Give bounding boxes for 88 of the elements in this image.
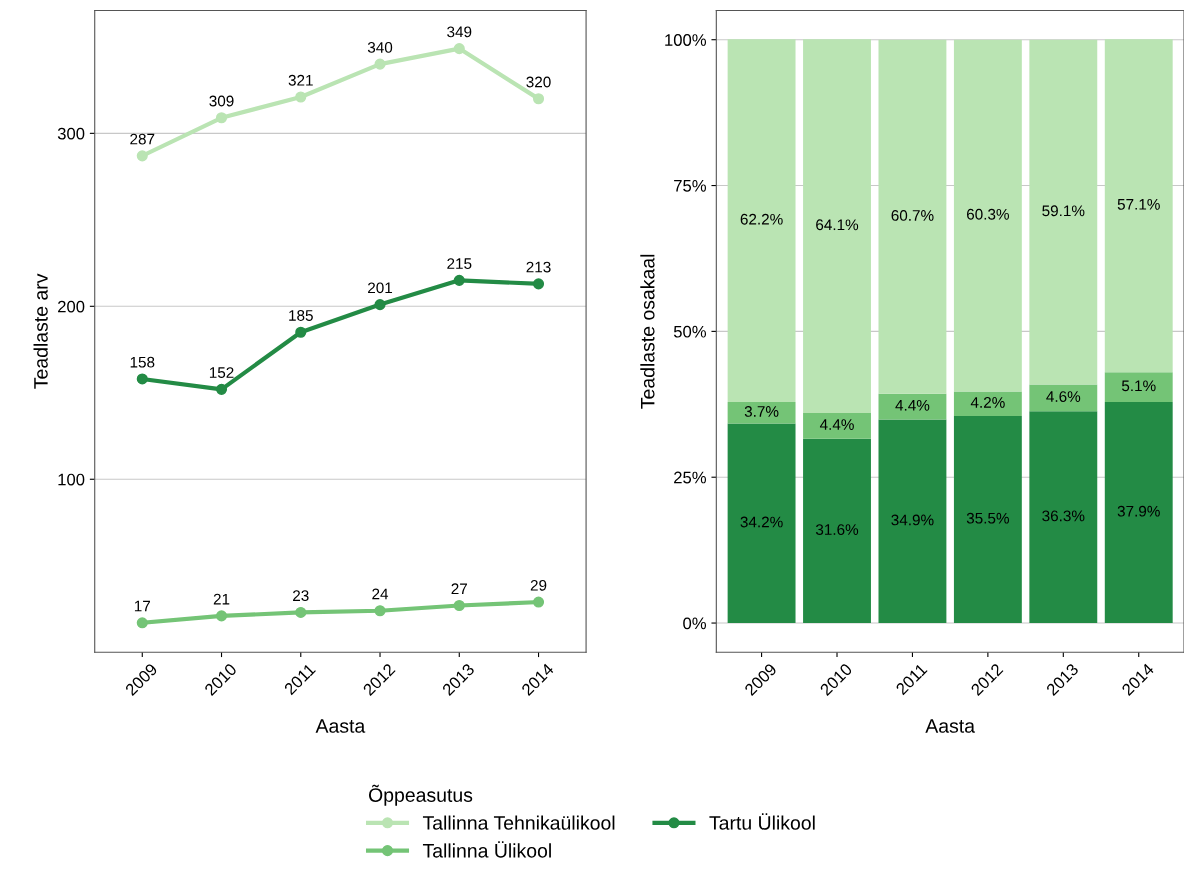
y-tick-label: 75%	[674, 180, 707, 192]
point	[374, 58, 386, 70]
legend-label: Tartu Ülikool	[709, 813, 815, 830]
data-label: 309	[209, 95, 234, 107]
y-axis-title: Teadlaste arv	[33, 273, 48, 389]
bar	[1029, 39, 1098, 385]
data-label: 60.3%	[966, 208, 1009, 220]
data-label: 287	[130, 133, 155, 145]
data-label: 320	[526, 76, 551, 88]
data-label: 24	[372, 588, 389, 600]
y-tick-label: 100	[58, 473, 85, 486]
y-axis-title: Teadlaste osakaal	[640, 254, 655, 409]
data-label: 321	[288, 74, 313, 86]
data-label: 60.7%	[891, 210, 934, 221]
bar	[803, 39, 871, 414]
point	[532, 596, 545, 608]
data-label: 29	[530, 579, 547, 591]
point	[136, 150, 148, 162]
y-tick-label: 200	[58, 300, 85, 313]
data-label: 340	[367, 41, 393, 53]
data-label: 4.4%	[895, 399, 930, 411]
data-label: 36.3%	[1042, 510, 1085, 522]
data-label: 31.6%	[815, 524, 859, 535]
legend-title: Õppeasutus	[368, 784, 473, 806]
y-tick-label: 100%	[665, 34, 707, 46]
data-label: 152	[209, 367, 234, 378]
data-label: 5.1%	[1121, 380, 1156, 392]
point	[374, 605, 386, 617]
data-label: 349	[447, 26, 472, 38]
y-tick-label: 0%	[683, 617, 707, 630]
data-label: 215	[447, 258, 472, 270]
bar	[953, 391, 1022, 416]
point	[295, 606, 307, 618]
data-label: 34.2%	[740, 516, 783, 528]
point	[215, 112, 228, 124]
data-label: 17	[134, 600, 150, 612]
legend-label: Tallinna Tehnikaülikool	[422, 815, 615, 830]
bar	[727, 401, 796, 424]
data-label: 64.1%	[816, 219, 859, 231]
point	[215, 383, 228, 395]
x-axis-title: Aasta	[925, 719, 976, 733]
legend-label: Tallinna Ülikool	[422, 841, 551, 858]
point	[295, 91, 307, 103]
bar	[727, 39, 796, 402]
bar	[1029, 384, 1098, 412]
point	[453, 43, 465, 55]
bar	[878, 419, 947, 624]
bar	[1104, 39, 1173, 373]
bar	[1104, 401, 1173, 624]
data-label: 37.9%	[1117, 505, 1160, 517]
bar	[878, 39, 947, 394]
point	[215, 610, 228, 622]
bar	[803, 413, 871, 439]
data-label: 158	[130, 356, 155, 368]
point	[532, 93, 545, 105]
data-label: 27	[451, 583, 468, 595]
data-label: 35.5%	[966, 512, 1009, 524]
data-label: 4.4%	[819, 419, 854, 430]
point	[453, 599, 465, 612]
data-label: 213	[526, 261, 551, 273]
data-label: 4.2%	[970, 397, 1005, 408]
y-tick-label: 25%	[674, 471, 707, 484]
data-label: 21	[213, 593, 230, 605]
y-tick-label: 300	[57, 127, 85, 140]
data-label: 23	[293, 590, 309, 602]
x-axis-title: Aasta	[315, 719, 366, 733]
bar	[953, 39, 1022, 392]
bar	[1104, 372, 1173, 402]
data-label: 59.1%	[1042, 205, 1085, 217]
point	[453, 274, 465, 286]
point	[136, 373, 148, 385]
data-label: 4.6%	[1046, 391, 1081, 402]
point	[374, 299, 386, 311]
point	[532, 278, 545, 290]
bar	[953, 415, 1022, 624]
data-label: 62.2%	[740, 213, 783, 225]
y-tick-label: 50%	[673, 325, 707, 338]
data-label: 57.1%	[1117, 199, 1160, 210]
bar	[1029, 411, 1098, 624]
data-label: 185	[289, 310, 313, 321]
bar	[803, 438, 871, 624]
data-label: 3.7%	[744, 406, 779, 417]
point	[136, 617, 148, 629]
data-label: 34.9%	[891, 514, 934, 526]
data-label: 201	[368, 282, 393, 294]
point	[295, 326, 307, 338]
bar	[727, 423, 796, 624]
bar	[878, 393, 947, 420]
